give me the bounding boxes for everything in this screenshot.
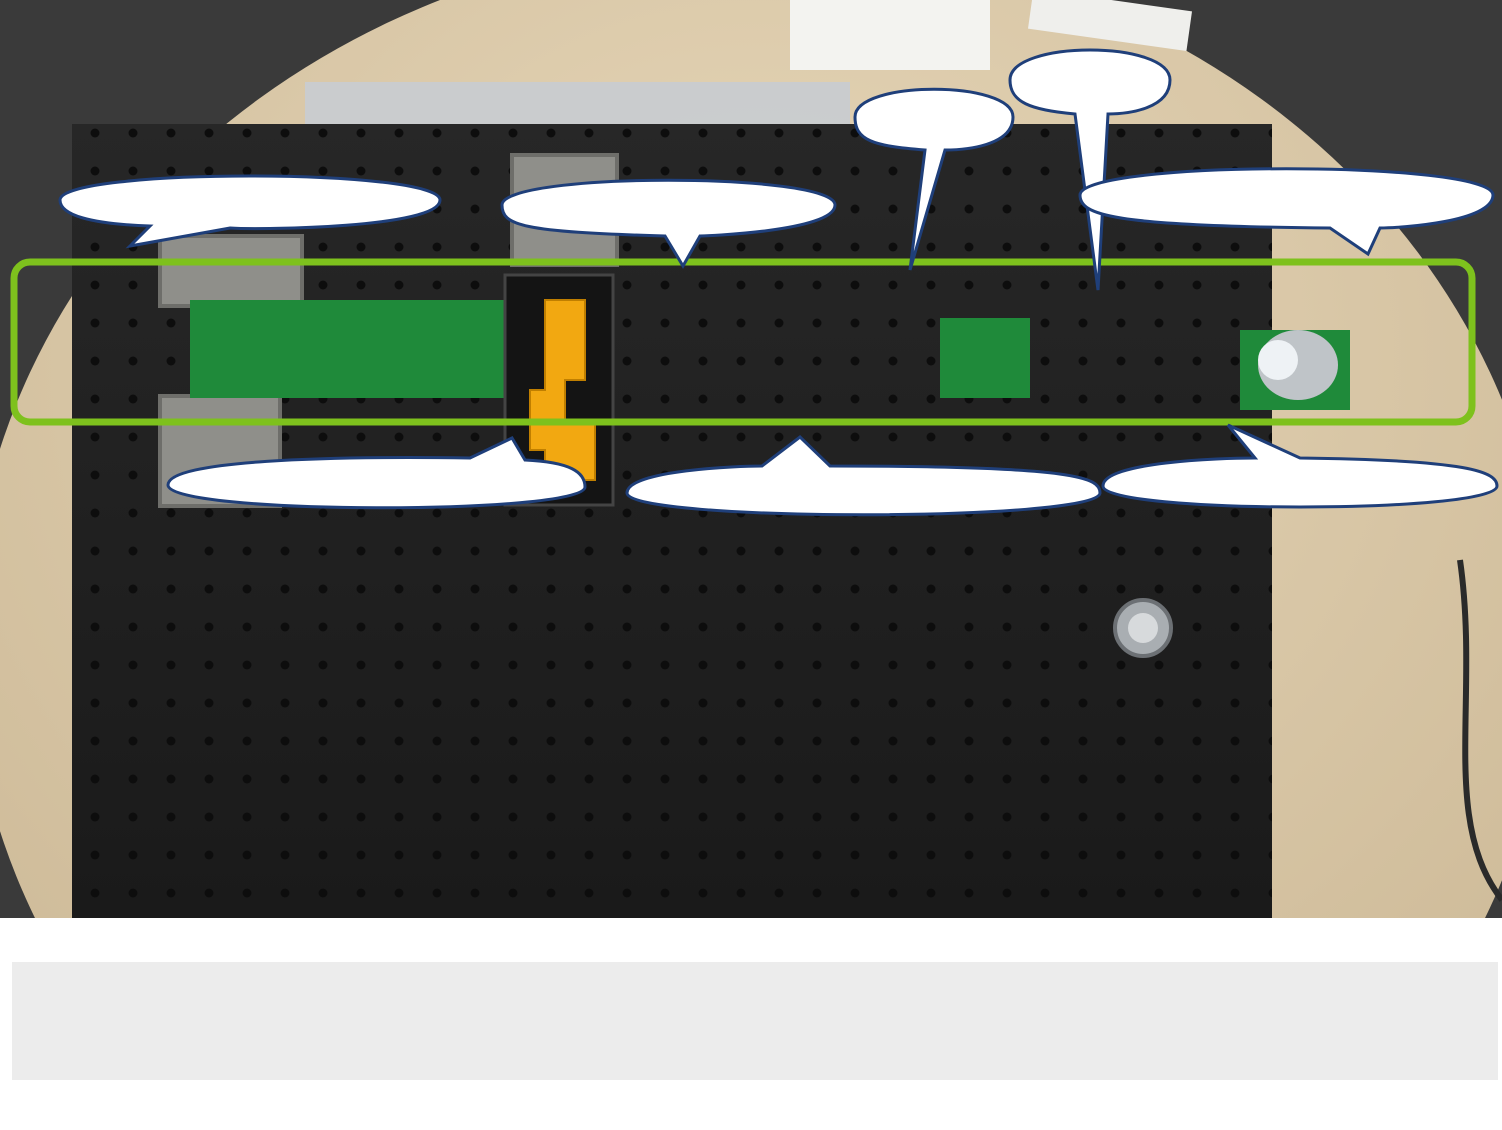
sample-holder [529,299,596,481]
callout-layer [58,48,1499,517]
callout-sample [500,178,837,269]
microscope-photo [0,0,1502,918]
cable [1457,559,1502,902]
optical-axis-frame [10,258,1476,426]
flashlight-glow [1258,340,1298,380]
callout-flashlight [1078,167,1495,257]
callout-eyepiece [58,174,442,249]
green-rail [940,318,1030,398]
callout-collector [1101,423,1499,509]
aux-cube [158,234,304,308]
paper-sheet [1027,0,1193,51]
schematic-strip [12,962,1498,1080]
green-rail [190,300,510,398]
loose-lens-inner [1128,613,1158,643]
callout-objective [166,436,587,510]
callout-ad [853,87,1015,271]
paper-sheet [790,0,990,70]
callout-condenser [625,435,1102,517]
callout-fd [1008,48,1172,291]
schematic-panel [0,918,1502,1130]
